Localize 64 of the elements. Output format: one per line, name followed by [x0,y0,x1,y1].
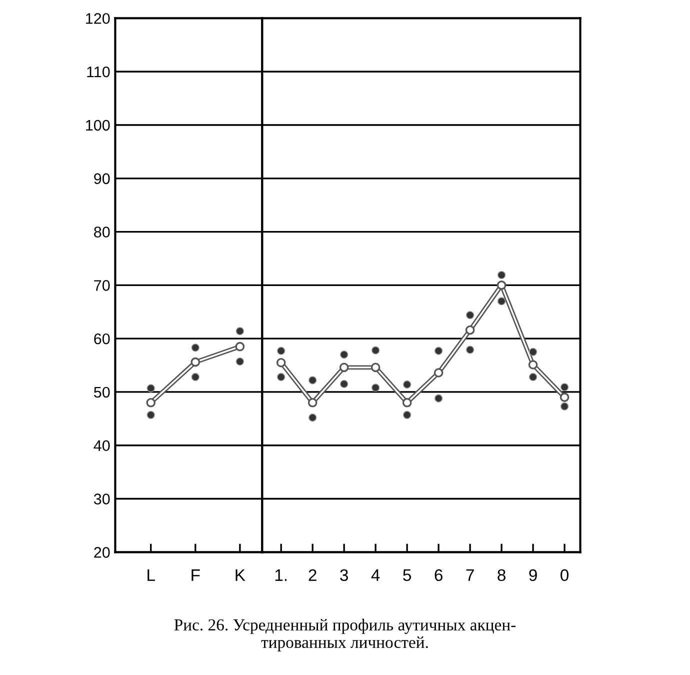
x-tick-label: K [236,569,246,581]
point [497,297,506,306]
point [370,362,380,372]
point [236,357,244,366]
point [560,392,570,402]
point [402,398,412,408]
point [276,358,286,368]
point [371,384,380,392]
point [340,350,348,359]
x-tick-label: 7 [466,569,474,581]
x-tick-label: F [192,569,200,581]
point [465,325,475,335]
point [497,270,506,280]
point [434,368,444,378]
point [308,376,317,384]
point [496,280,506,290]
point [308,414,317,422]
x-tick-label: L [148,569,155,581]
point [371,346,380,354]
point [146,410,155,420]
x-tick-label: 1. [275,569,287,581]
x-tick-label: 6 [434,569,442,582]
point [402,380,412,389]
point [146,384,155,392]
point [560,383,569,392]
y-tick-label: 60 [94,333,110,344]
point [236,327,244,336]
x-tick-label: 5 [403,569,412,582]
y-tick-label: 120 [86,13,110,24]
y-tick-label: 40 [94,440,110,452]
point [466,310,474,320]
y-tick-label: 50 [94,386,110,398]
point [340,380,348,388]
point [339,362,349,372]
point [466,346,474,354]
point [277,372,286,382]
y-tick-label: 80 [94,226,110,238]
point [235,342,245,352]
y-tick-label: 30 [94,494,110,504]
point [434,394,443,402]
point [528,372,538,382]
point [434,346,443,355]
y-tick-label: 100 [86,120,110,131]
x-tick-label: 9 [529,569,537,582]
y-tick-label: 20 [94,547,110,558]
point [528,348,538,356]
point [528,360,538,370]
text: Рис. 26. Усредненный профиль аутичных акцен- тированных личностей. [174,618,516,652]
point [190,357,200,367]
point [146,398,156,408]
x-tick-label: 3 [340,569,348,582]
y-tick-label: 70 [94,280,110,291]
point [308,398,318,408]
y-tick-label: 110 [87,66,110,78]
x-tick-label: 0 [560,569,569,582]
x-tick-label: 8 [498,569,506,582]
point [402,410,412,420]
point [191,344,200,352]
x-tick-label: 4 [371,569,380,581]
y-tick-label: 90 [94,173,110,184]
point [560,402,569,410]
point [191,372,200,382]
point [277,346,286,355]
x-tick-label: 2 [308,569,316,581]
